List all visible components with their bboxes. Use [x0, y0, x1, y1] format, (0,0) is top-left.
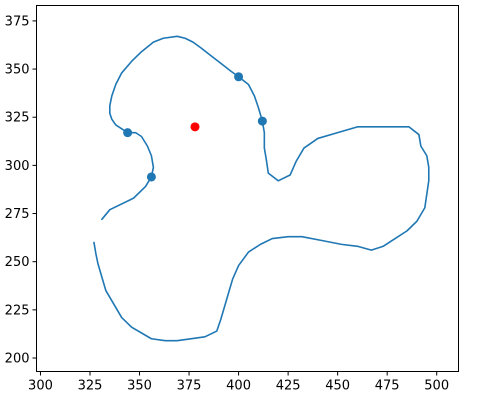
y-tick-label: 250: [5, 255, 30, 270]
series-point-marker: [146, 172, 156, 182]
x-tick-label: 500: [424, 379, 449, 394]
y-tick-label: 375: [5, 14, 30, 29]
x-tick-label: 300: [28, 379, 53, 394]
plot-area: [93, 35, 430, 342]
center-point-marker: [190, 122, 200, 132]
series-point-marker: [257, 116, 267, 126]
series-point-marker: [123, 128, 133, 138]
series-point-marker: [234, 72, 244, 82]
x-tick-label: 350: [127, 379, 152, 394]
x-tick-label: 325: [78, 379, 103, 394]
y-tick-label: 300: [5, 159, 30, 174]
y-tick-label: 200: [5, 352, 30, 367]
y-axis: 200 225 250 275 300 325 350 375: [5, 14, 37, 367]
x-tick-label: 375: [177, 379, 202, 394]
y-tick-label: 225: [5, 303, 30, 318]
x-tick-label: 400: [226, 379, 251, 394]
y-tick-label: 275: [5, 207, 30, 222]
y-tick-label: 350: [5, 63, 30, 78]
x-tick-label: 475: [375, 379, 400, 394]
plot-frame: [36, 5, 459, 372]
x-axis: 300 325 350 375 400 425 450 475 500: [28, 371, 449, 394]
x-tick-label: 425: [276, 379, 301, 394]
x-tick-label: 450: [325, 379, 350, 394]
series-line: [93, 35, 430, 342]
y-tick-label: 325: [5, 111, 30, 126]
